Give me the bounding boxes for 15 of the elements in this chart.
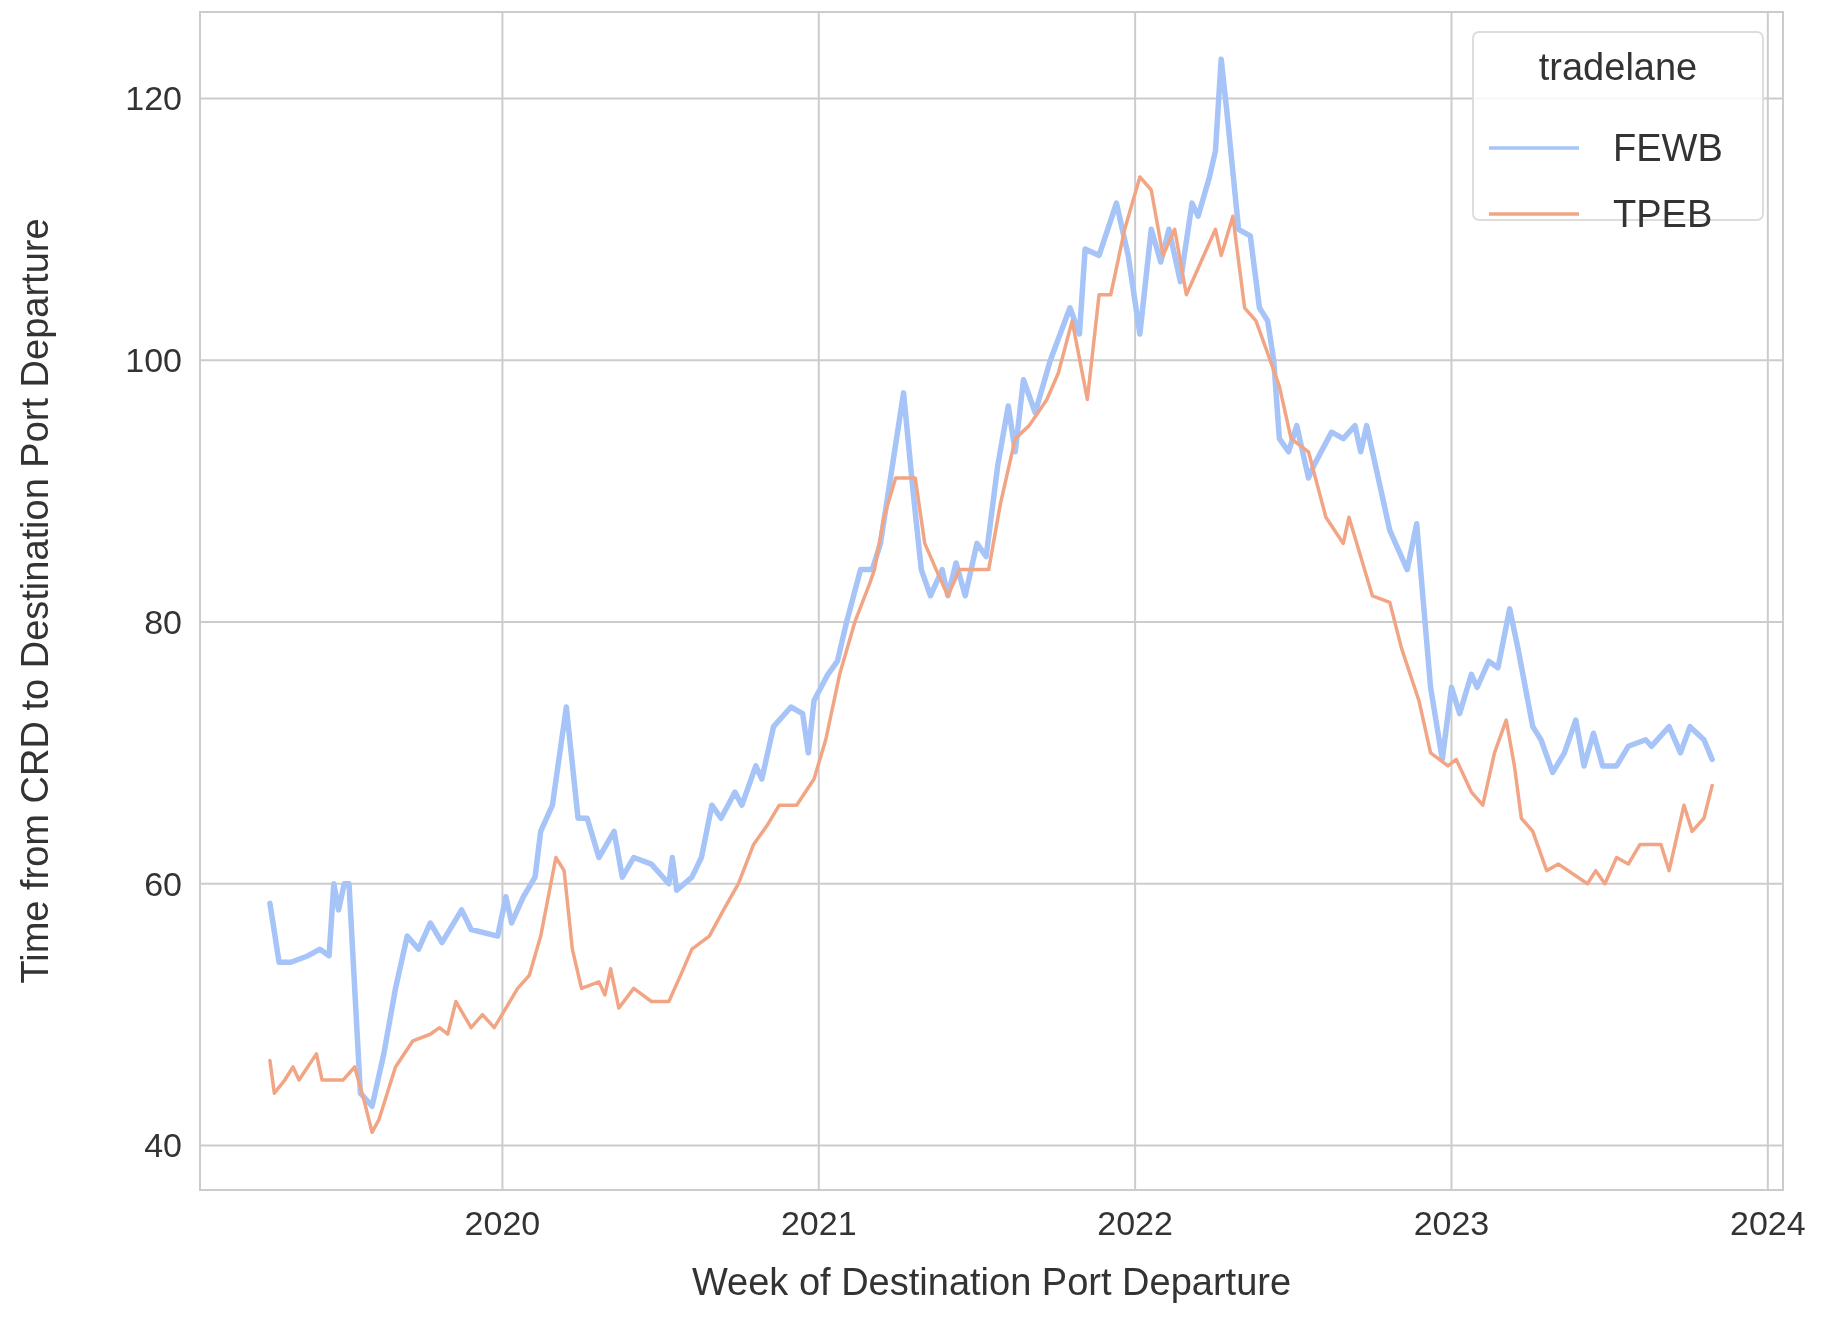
x-tick-label: 2024 bbox=[1729, 1204, 1806, 1242]
x-tick-label: 2021 bbox=[780, 1204, 857, 1242]
legend-title: tradelane bbox=[1538, 46, 1698, 88]
y-tick-label: 60 bbox=[144, 864, 182, 903]
legend-label: TPEB bbox=[1613, 193, 1713, 236]
x-tick-label: 2020 bbox=[464, 1204, 541, 1242]
y-tick-label: 100 bbox=[125, 341, 182, 380]
x-tick-label: 2023 bbox=[1413, 1204, 1490, 1242]
x-tick-label: 2022 bbox=[1097, 1204, 1173, 1242]
y-tick-label: 80 bbox=[144, 602, 182, 641]
legend-label: FEWB bbox=[1613, 127, 1723, 170]
y-tick-label: 40 bbox=[144, 1126, 182, 1165]
y-tick-label: 120 bbox=[125, 79, 182, 118]
y-axis-title: Time from CRD to Destination Port Departure bbox=[14, 218, 56, 984]
x-axis-title: Week of Destination Port Departure bbox=[691, 1261, 1292, 1303]
